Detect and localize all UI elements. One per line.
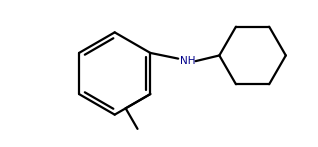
Text: NH: NH [180,56,195,66]
